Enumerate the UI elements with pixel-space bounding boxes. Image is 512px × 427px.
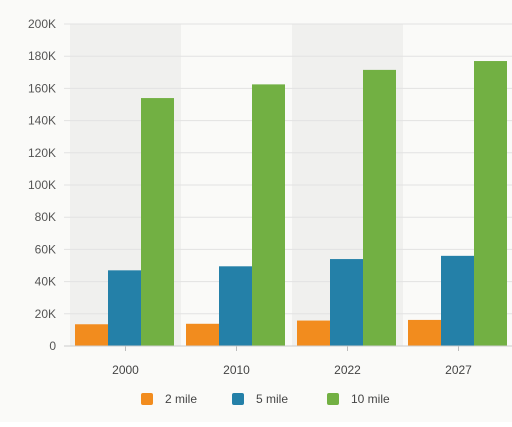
bar-2-mile-2027[interactable] <box>408 319 441 346</box>
y-tick-label: 40K <box>35 275 56 289</box>
y-tick-label: 180K <box>28 49 56 63</box>
y-tick-label: 80K <box>35 210 56 224</box>
bar-5-mile-2022[interactable] <box>330 259 363 346</box>
y-axis: 0 20K 40K 60K 80K 100K 120K 140K 160K 180K 200K <box>28 17 56 353</box>
legend-item-2-mile[interactable]: 2 mile <box>141 392 197 406</box>
y-tick-label: 140K <box>28 114 56 128</box>
x-axis: 2000 2010 2022 2027 <box>64 345 512 377</box>
y-tick-label: 60K <box>35 242 56 256</box>
bars <box>75 61 507 346</box>
bar-5-mile-2000[interactable] <box>108 270 141 346</box>
x-tick-label: 2027 <box>445 363 472 377</box>
bar-10-mile-2010[interactable] <box>252 84 285 346</box>
bar-10-mile-2000[interactable] <box>141 98 174 346</box>
y-tick-label: 120K <box>28 146 56 160</box>
legend-label: 5 mile <box>256 392 288 406</box>
y-tick-label: 100K <box>28 178 56 192</box>
x-tick-label: 2022 <box>334 363 361 377</box>
legend-item-10-mile[interactable]: 10 mile <box>327 392 390 406</box>
y-tick-label: 0 <box>49 339 56 353</box>
legend-item-5-mile[interactable]: 5 mile <box>232 392 288 406</box>
legend-label: 10 mile <box>351 392 390 406</box>
y-tick-label: 160K <box>28 81 56 95</box>
bar-2-mile-2010[interactable] <box>186 323 219 346</box>
legend: 2 mile 5 mile 10 mile <box>141 392 390 406</box>
legend-label: 2 mile <box>165 392 197 406</box>
grid-lines <box>64 23 512 347</box>
y-tick-label: 20K <box>35 307 56 321</box>
legend-swatch <box>327 393 339 405</box>
legend-swatch <box>232 393 244 405</box>
bar-10-mile-2027[interactable] <box>474 61 507 346</box>
bar-2-mile-2022[interactable] <box>297 320 330 346</box>
x-tick-label: 2010 <box>223 363 250 377</box>
x-tick-label: 2000 <box>112 363 139 377</box>
y-tick-label: 200K <box>28 17 56 31</box>
bar-5-mile-2027[interactable] <box>441 255 474 346</box>
bar-10-mile-2022[interactable] <box>363 69 396 346</box>
bar-5-mile-2010[interactable] <box>219 266 252 346</box>
legend-swatch <box>141 393 153 405</box>
bar-2-mile-2000[interactable] <box>75 324 108 346</box>
